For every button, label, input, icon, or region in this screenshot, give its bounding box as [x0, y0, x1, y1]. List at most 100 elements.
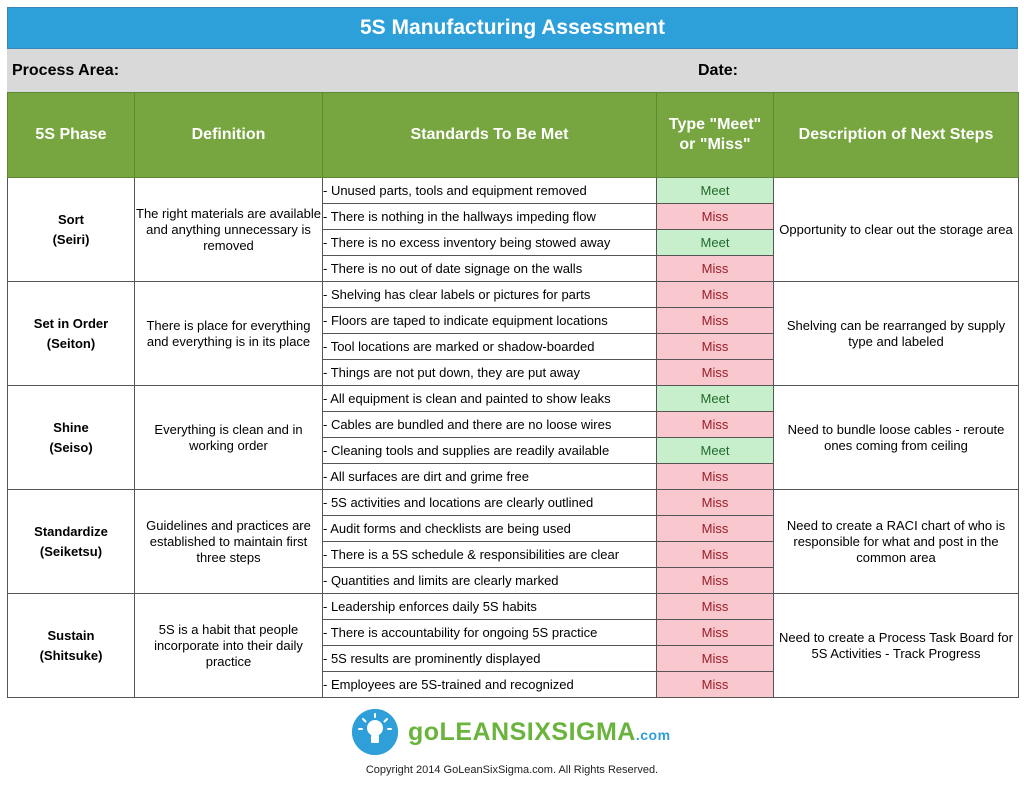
standard-cell: - All equipment is clean and painted to …: [322, 385, 657, 412]
table-row: - Things are not put down, they are put …: [8, 359, 1019, 386]
table-row: Sustain (Shitsuke) 5S is a habit that peop…: [7, 593, 1019, 698]
type-cell[interactable]: Miss: [656, 567, 774, 594]
phase-cell: Sustain (Shitsuke): [7, 593, 135, 698]
table-row: - There is nothing in the hallways imped…: [8, 203, 1019, 230]
type-cell[interactable]: Miss: [656, 541, 774, 568]
table-row: - Employees are 5S-trained and recognize…: [8, 671, 1019, 698]
phase-cell: Sort (Seiri): [7, 177, 135, 282]
lightbulb-icon: [352, 709, 398, 755]
table-row: - There is a 5S schedule & responsibilit…: [8, 541, 1019, 568]
type-cell[interactable]: Meet: [656, 385, 774, 412]
standard-cell: - Shelving has clear labels or pictures …: [322, 281, 657, 308]
header-type-line1: Type "Meet": [668, 116, 762, 133]
type-cell[interactable]: Miss: [656, 411, 774, 438]
table-row: - Cleaning tools and supplies are readil…: [8, 437, 1019, 464]
footer: goLEANSIXSIGMA.com Copyright 2014 GoLean…: [0, 700, 1024, 790]
type-cell[interactable]: Meet: [656, 437, 774, 464]
type-cell[interactable]: Miss: [656, 307, 774, 334]
brand-logo[interactable]: goLEANSIXSIGMA.com: [352, 706, 682, 758]
definition-cell: Guidelines and practices are established…: [134, 489, 323, 594]
type-cell[interactable]: Miss: [656, 333, 774, 360]
standard-cell: - Things are not put down, they are put …: [322, 359, 657, 386]
definition-cell: Everything is clean and in working order: [134, 385, 323, 490]
standard-cell: - There is accountability for ongoing 5S…: [322, 619, 657, 646]
page-title: 5S Manufacturing Assessment: [7, 7, 1018, 49]
phase-japanese: (Seiri): [52, 231, 90, 247]
next-steps-cell: Need to bundle loose cables - reroute on…: [773, 385, 1019, 490]
next-steps-cell: Need to create a Process Task Board for …: [773, 593, 1019, 698]
definition-cell: 5S is a habit that people incorporate in…: [134, 593, 323, 698]
standard-cell: - 5S results are prominently displayed: [322, 645, 657, 672]
next-steps-cell: Shelving can be rearranged by supply typ…: [773, 281, 1019, 386]
phase-cell: Set in Order (Seiton): [7, 281, 135, 386]
phase-japanese: (Seiketsu): [39, 543, 103, 559]
header-phase: 5S Phase: [7, 92, 135, 178]
standard-cell: - Floors are taped to indicate equipment…: [322, 307, 657, 334]
phase-cell: Shine (Seiso): [7, 385, 135, 490]
header-standards: Standards To Be Met: [322, 92, 657, 178]
definition-cell: There is place for everything and everyt…: [134, 281, 323, 386]
type-cell[interactable]: Miss: [656, 281, 774, 308]
table-row: - Cables are bundled and there are no lo…: [8, 411, 1019, 438]
phase-name: Sort: [58, 211, 84, 227]
table-row: - There is no out of date signage on the…: [8, 255, 1019, 282]
standard-cell: - Quantities and limits are clearly mark…: [322, 567, 657, 594]
type-cell[interactable]: Miss: [656, 645, 774, 672]
table-row: - Tool locations are marked or shadow-bo…: [8, 333, 1019, 360]
header-next-steps: Description of Next Steps: [773, 92, 1019, 178]
header-type-line2: or "Miss": [679, 136, 751, 153]
type-cell[interactable]: Miss: [656, 515, 774, 542]
table-body: Sort (Seiri) The right materials are avail…: [7, 177, 1019, 698]
standard-cell: - Audit forms and checklists are being u…: [322, 515, 657, 542]
type-cell[interactable]: Miss: [656, 593, 774, 620]
type-cell[interactable]: Meet: [656, 229, 774, 256]
phase-japanese: (Seiso): [49, 439, 93, 455]
standard-cell: - Leadership enforces daily 5S habits: [322, 593, 657, 620]
standard-cell: - There is no out of date signage on the…: [322, 255, 657, 282]
type-cell[interactable]: Miss: [656, 489, 774, 516]
definition-cell: The right materials are available and an…: [134, 177, 323, 282]
header-type: Type "Meet" or "Miss": [656, 92, 774, 178]
table-row: Sort (Seiri) The right materials are avail…: [7, 177, 1019, 282]
standard-cell: - Cleaning tools and supplies are readil…: [322, 437, 657, 464]
standard-cell: - 5S activities and locations are clearl…: [322, 489, 657, 516]
process-area-label: Process Area:: [12, 61, 120, 79]
phase-japanese: (Shitsuke): [39, 647, 103, 663]
type-cell[interactable]: Miss: [656, 359, 774, 386]
phase-japanese: (Seiton): [46, 335, 96, 351]
table-row: - There is no excess inventory being sto…: [8, 229, 1019, 256]
header-row: 5S Phase Definition Standards To Be Met …: [7, 92, 1019, 178]
table-row: - Floors are taped to indicate equipment…: [8, 307, 1019, 334]
type-cell[interactable]: Miss: [656, 619, 774, 646]
next-steps-cell: Opportunity to clear out the storage are…: [773, 177, 1019, 282]
standard-cell: - Cables are bundled and there are no lo…: [322, 411, 657, 438]
standard-cell: - Tool locations are marked or shadow-bo…: [322, 333, 657, 360]
table-row: Standardize (Seiketsu) Guidelines and prac…: [7, 489, 1019, 594]
type-cell[interactable]: Miss: [656, 671, 774, 698]
standard-cell: - There is a 5S schedule & responsibilit…: [322, 541, 657, 568]
standard-cell: - Employees are 5S-trained and recognize…: [322, 671, 657, 698]
type-cell[interactable]: Miss: [656, 463, 774, 490]
table-row: - Audit forms and checklists are being u…: [8, 515, 1019, 542]
meta-bar: Process Area: Date:: [7, 49, 1018, 92]
table-row: - Quantities and limits are clearly mark…: [8, 567, 1019, 594]
table-row: - There is accountability for ongoing 5S…: [8, 619, 1019, 646]
table-row: - All surfaces are dirt and grime free Mi…: [8, 463, 1019, 490]
standard-cell: - There is no excess inventory being sto…: [322, 229, 657, 256]
table-row: Shine (Seiso) Everything is clean and in w…: [7, 385, 1019, 490]
phase-cell: Standardize (Seiketsu): [7, 489, 135, 594]
copyright-text: Copyright 2014 GoLeanSixSigma.com. All R…: [365, 764, 659, 776]
phase-name: Shine: [53, 419, 89, 435]
phase-name: Set in Order: [33, 315, 109, 331]
assessment-table: 5S Phase Definition Standards To Be Met …: [7, 92, 1019, 698]
type-cell[interactable]: Miss: [656, 255, 774, 282]
table-row: Set in Order (Seiton) There is place for e…: [7, 281, 1019, 386]
standard-cell: - All surfaces are dirt and grime free: [322, 463, 657, 490]
header-definition: Definition: [134, 92, 323, 178]
brand-wordmark: goLEANSIXSIGMA.com: [408, 717, 671, 746]
type-cell[interactable]: Miss: [656, 203, 774, 230]
phase-name: Sustain: [47, 627, 95, 643]
standard-cell: - Unused parts, tools and equipment remo…: [322, 177, 657, 204]
type-cell[interactable]: Meet: [656, 177, 774, 204]
standard-cell: - There is nothing in the hallways imped…: [322, 203, 657, 230]
